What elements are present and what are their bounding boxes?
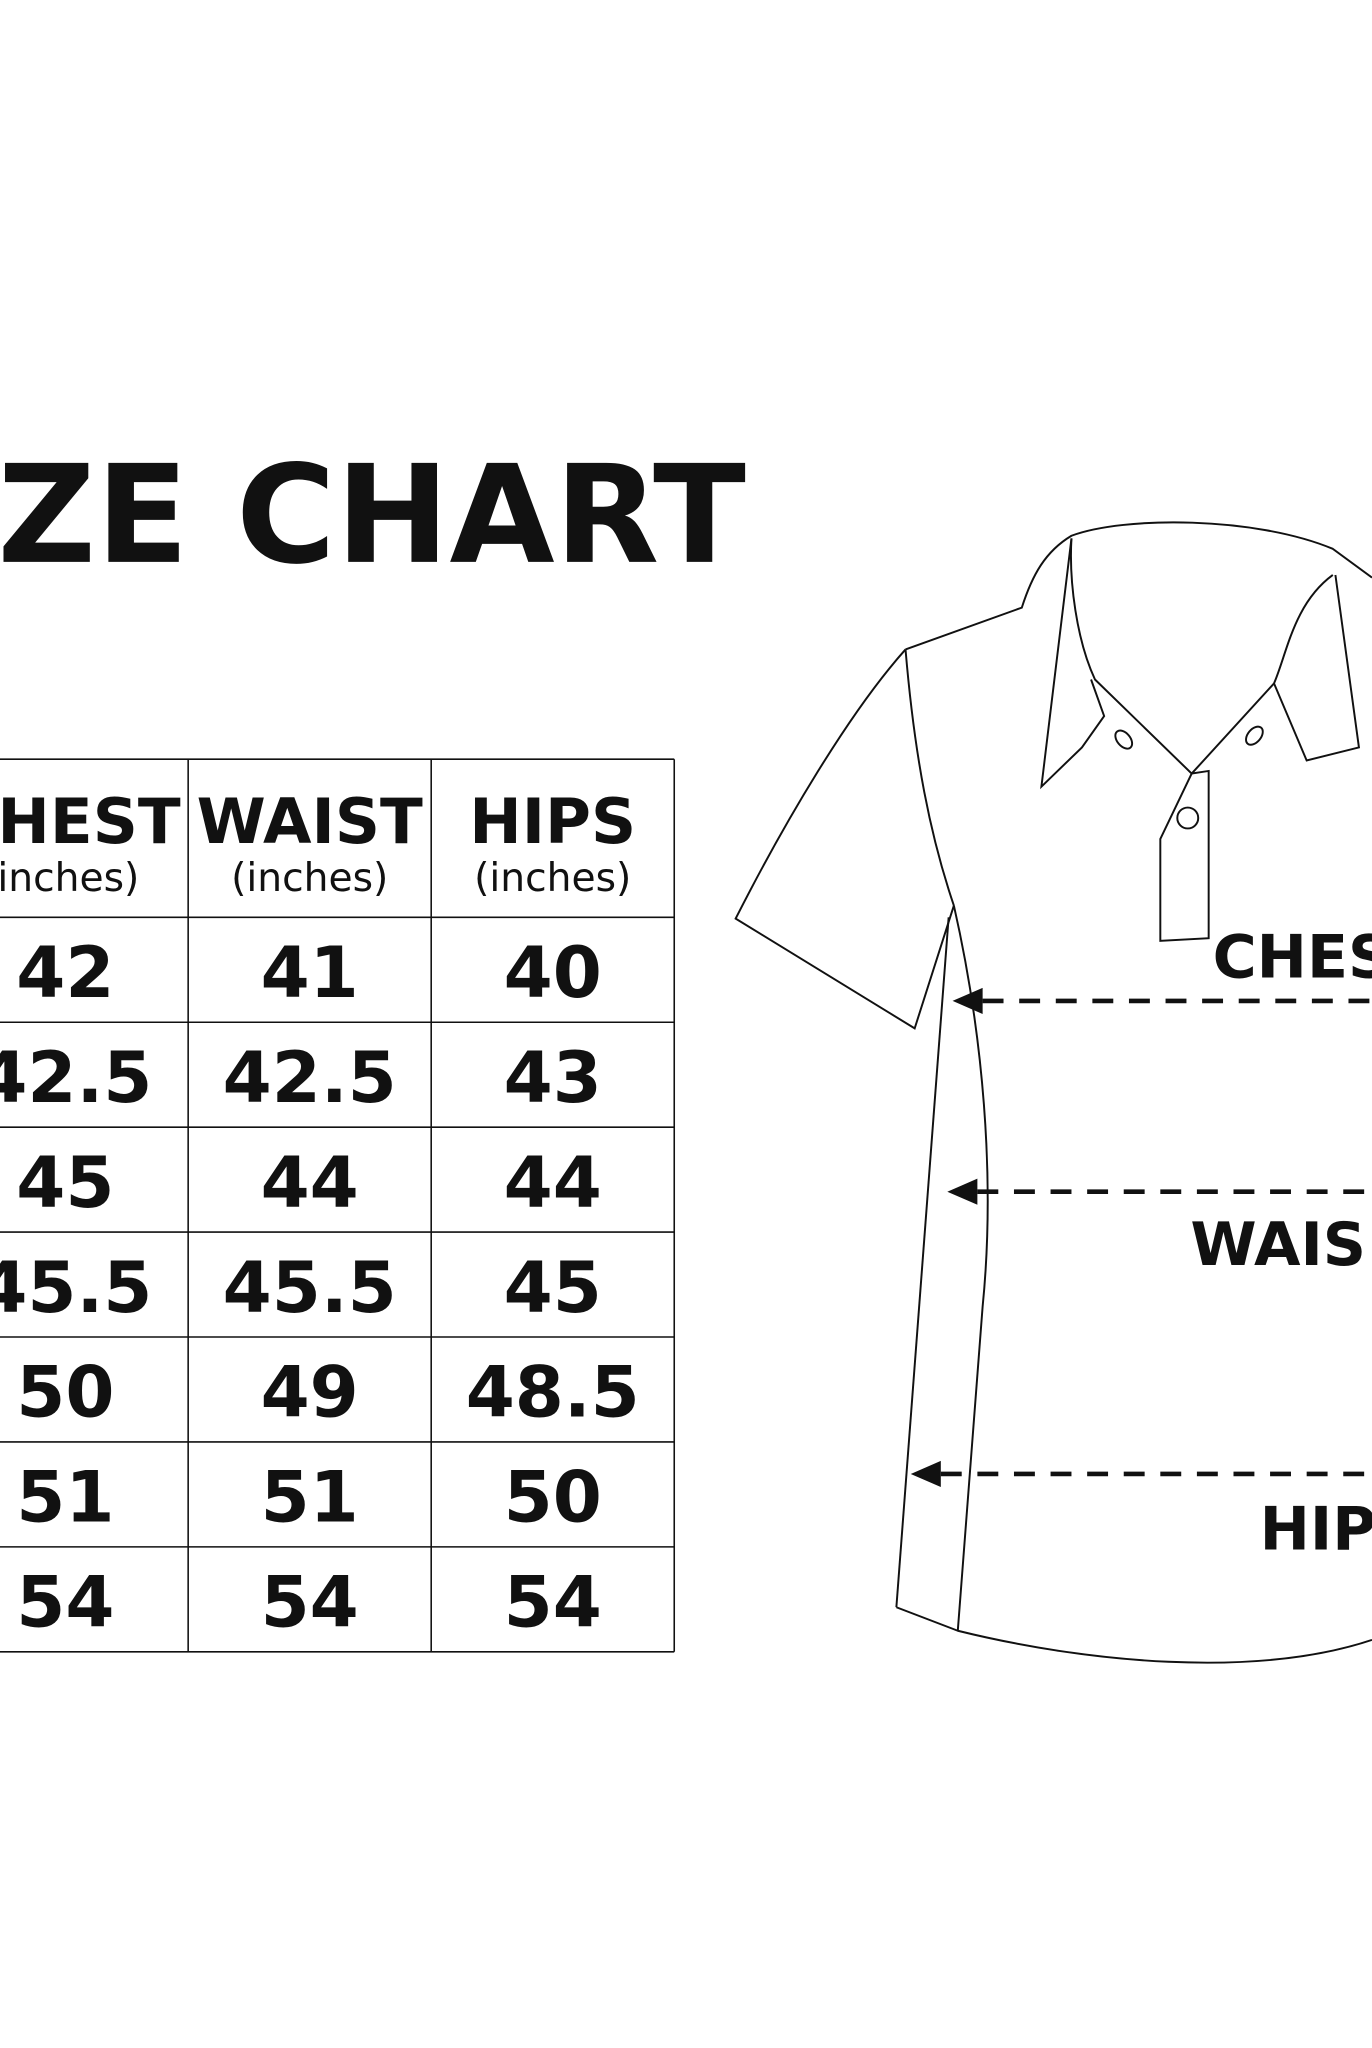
body-seam (952, 905, 989, 1631)
column-unit: inches) (0, 856, 139, 901)
column-unit: (inches) (231, 856, 388, 901)
table-cell: 41 (261, 932, 359, 1014)
collar-band (1070, 538, 1334, 775)
table-cell: 50 (504, 1457, 602, 1539)
table-cell: 42.5 (223, 1037, 397, 1119)
shirt-diagram: CHES WAIS HIP (734, 521, 1372, 1664)
table-cell: 42 (16, 932, 114, 1014)
column-header: WAIST (197, 785, 423, 858)
table-cell: 48.5 (466, 1352, 640, 1434)
collar-left (1040, 538, 1106, 790)
waist-label: WAIS (1190, 1210, 1366, 1280)
table-cell: 45 (16, 1142, 114, 1224)
column-header: HIPS (469, 785, 636, 858)
shoulder (905, 521, 1372, 651)
title: ZE CHART (0, 437, 746, 595)
arrowhead (952, 987, 983, 1015)
table-cell: 45 (504, 1247, 602, 1329)
table-cell: 54 (261, 1562, 359, 1644)
collar-right (1273, 574, 1361, 762)
column-header: HEST (0, 785, 181, 858)
hem (896, 1606, 1372, 1664)
table-cell: 45.5 (0, 1247, 152, 1329)
hips-label: HIP (1260, 1495, 1372, 1565)
table-cell: 44 (504, 1142, 602, 1224)
button (1176, 806, 1200, 830)
table-cell: 43 (504, 1037, 602, 1119)
buttonhole (1114, 729, 1134, 750)
table-cell: 44 (261, 1142, 359, 1224)
table-cell: 51 (16, 1457, 114, 1539)
arrowhead (947, 1178, 978, 1205)
placket (1159, 769, 1210, 942)
buttonhole (1245, 725, 1264, 746)
table-cell: 51 (261, 1457, 359, 1539)
arrowhead (910, 1460, 941, 1488)
sleeve (734, 648, 955, 1030)
table-cell: 54 (16, 1562, 114, 1644)
body-side (895, 917, 950, 1608)
sleeve-seam (904, 649, 955, 906)
table-cell: 45.5 (223, 1247, 397, 1329)
column-unit: (inches) (474, 856, 631, 901)
table-cell: 40 (504, 932, 602, 1014)
table-cell: 49 (261, 1352, 359, 1434)
chest-label: CHES (1213, 922, 1372, 992)
table-cell: 42.5 (0, 1037, 152, 1119)
table-cell: 54 (504, 1562, 602, 1644)
table-cell: 50 (16, 1352, 114, 1434)
